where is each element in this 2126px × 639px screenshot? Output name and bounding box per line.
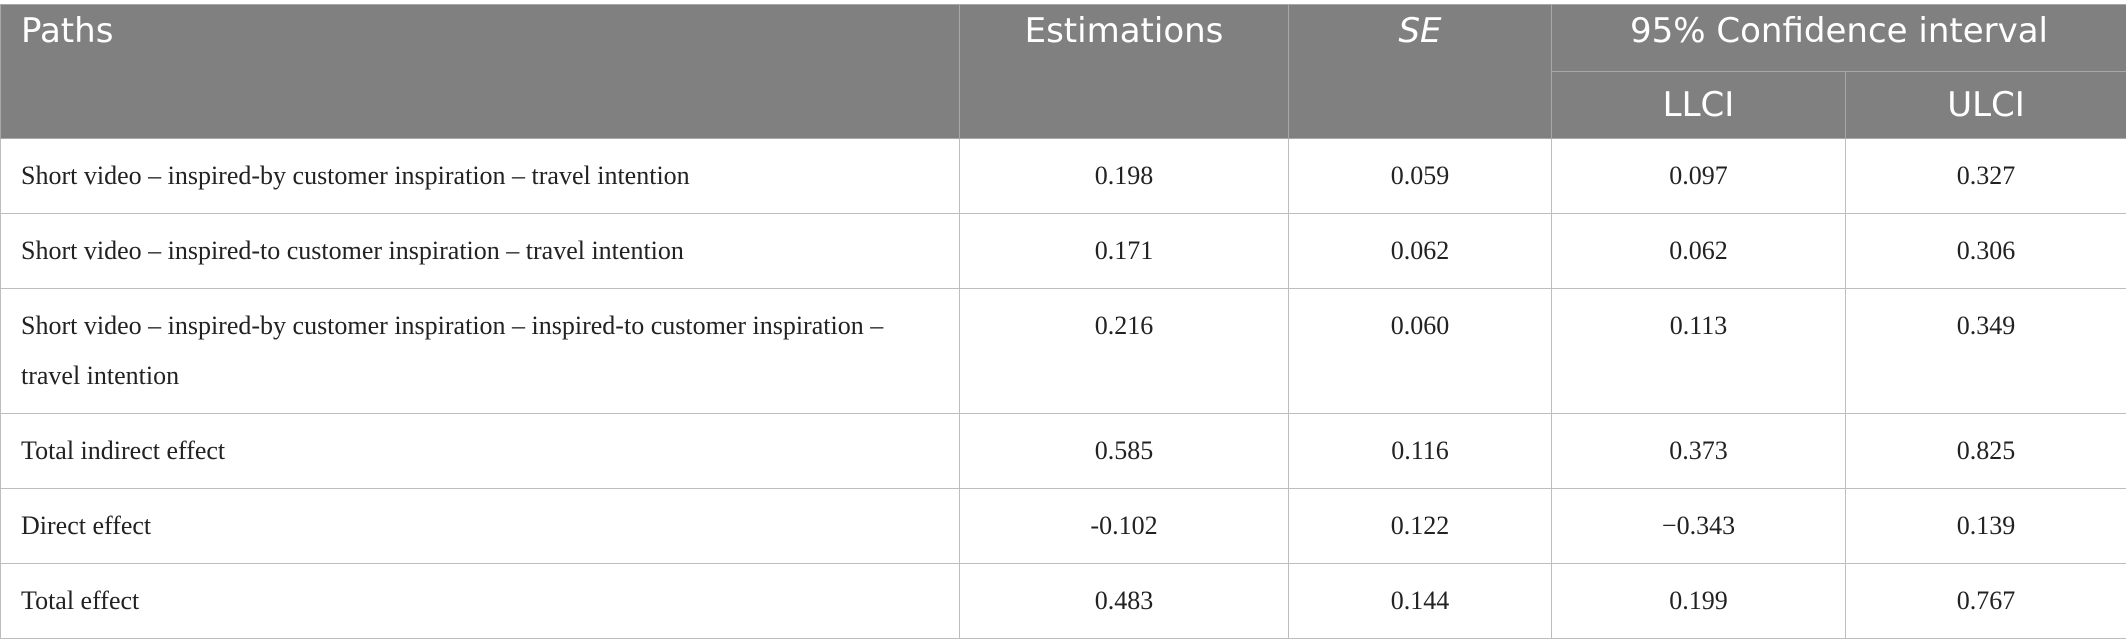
results-table-container: Paths Estimations SE 95% Confidence inte…	[0, 4, 2126, 639]
header-row-1: Paths Estimations SE 95% Confidence inte…	[1, 5, 2126, 72]
llci-cell: 0.113	[1552, 289, 1846, 414]
table-row: Total indirect effect 0.585 0.116 0.373 …	[1, 414, 2126, 489]
table-row: Direct effect -0.102 0.122 −0.343 0.139	[1, 489, 2126, 564]
path-cell: Short video – inspired-by customer inspi…	[1, 139, 960, 214]
header-llci: LLCI	[1552, 72, 1846, 139]
ulci-cell: 0.327	[1846, 139, 2126, 214]
se-cell: 0.060	[1289, 289, 1552, 414]
header-se: SE	[1289, 5, 1552, 139]
estimation-cell: 0.198	[960, 139, 1289, 214]
se-cell: 0.122	[1289, 489, 1552, 564]
estimation-cell: -0.102	[960, 489, 1289, 564]
table-row: Short video – inspired-to customer inspi…	[1, 214, 2126, 289]
ulci-cell: 0.767	[1846, 564, 2126, 639]
table-row: Short video – inspired-by customer inspi…	[1, 289, 2126, 414]
table-row: Short video – inspired-by customer inspi…	[1, 139, 2126, 214]
estimation-cell: 0.585	[960, 414, 1289, 489]
table-header: Paths Estimations SE 95% Confidence inte…	[1, 5, 2126, 139]
path-cell: Short video – inspired-by customer inspi…	[1, 289, 960, 414]
path-cell: Direct effect	[1, 489, 960, 564]
se-cell: 0.116	[1289, 414, 1552, 489]
ulci-cell: 0.825	[1846, 414, 2126, 489]
estimation-cell: 0.171	[960, 214, 1289, 289]
ulci-cell: 0.349	[1846, 289, 2126, 414]
se-cell: 0.144	[1289, 564, 1552, 639]
path-cell: Total indirect effect	[1, 414, 960, 489]
llci-cell: 0.373	[1552, 414, 1846, 489]
table-body: Short video – inspired-by customer inspi…	[1, 139, 2126, 639]
llci-cell: 0.062	[1552, 214, 1846, 289]
llci-cell: 0.097	[1552, 139, 1846, 214]
estimation-cell: 0.483	[960, 564, 1289, 639]
mediation-results-table: Paths Estimations SE 95% Confidence inte…	[0, 4, 2126, 639]
se-cell: 0.062	[1289, 214, 1552, 289]
estimation-cell: 0.216	[960, 289, 1289, 414]
header-ulci: ULCI	[1846, 72, 2126, 139]
header-paths: Paths	[1, 5, 960, 139]
path-cell: Total effect	[1, 564, 960, 639]
se-cell: 0.059	[1289, 139, 1552, 214]
header-estimations: Estimations	[960, 5, 1289, 139]
llci-cell: −0.343	[1552, 489, 1846, 564]
header-confidence-interval: 95% Confidence interval	[1552, 5, 2126, 72]
table-row: Total effect 0.483 0.144 0.199 0.767	[1, 564, 2126, 639]
llci-cell: 0.199	[1552, 564, 1846, 639]
path-cell: Short video – inspired-to customer inspi…	[1, 214, 960, 289]
ulci-cell: 0.306	[1846, 214, 2126, 289]
ulci-cell: 0.139	[1846, 489, 2126, 564]
